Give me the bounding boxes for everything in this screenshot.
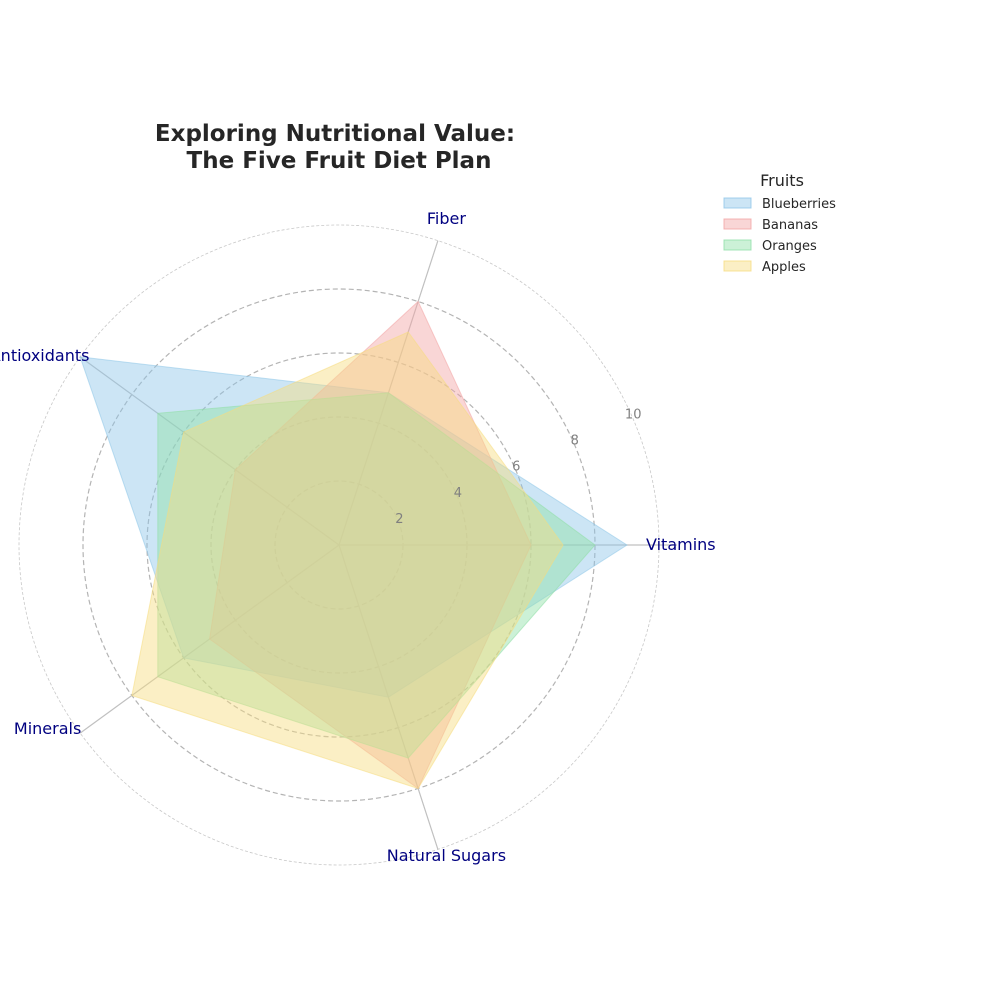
axis-label-natural-sugars: Natural Sugars (387, 846, 506, 865)
legend: Fruits Blueberries Bananas Oranges Apples (723, 171, 836, 275)
r-tick-label-6: 6 (512, 460, 520, 475)
axis-label-fiber: Fiber (427, 209, 466, 228)
radar-labels: 2 4 6 8 10 Vitamins Fiber Antioxidants Minerals N… (0, 209, 716, 865)
chart-title-line-1: Exploring Nutritional Value: (155, 121, 515, 147)
axis-label-antioxidants: Antioxidants (0, 346, 89, 365)
axis-label-minerals: Minerals (14, 719, 81, 738)
legend-label-blueberries: Blueberries (762, 197, 836, 212)
series-area-oranges (157, 392, 596, 759)
r-tick-label-4: 4 (454, 486, 462, 501)
series-area-bananas (209, 300, 532, 790)
series-area-apples (131, 331, 564, 790)
legend-swatch-bananas (723, 218, 752, 230)
legend-label-bananas: Bananas (762, 218, 818, 233)
legend-swatch-oranges (723, 239, 752, 251)
legend-title: Fruits (760, 171, 804, 190)
series-area-blueberries (79, 356, 628, 698)
r-tick-label-8: 8 (571, 434, 579, 449)
legend-label-apples: Apples (762, 260, 806, 275)
legend-swatch-apples (723, 260, 752, 272)
r-tick-label-2: 2 (395, 512, 403, 527)
legend-swatch-blueberries (723, 197, 752, 209)
spoke-antioxidants (79, 356, 340, 546)
legend-label-oranges: Oranges (762, 239, 817, 254)
axis-label-vitamins: Vitamins (646, 535, 716, 554)
r-tick-label-10: 10 (625, 408, 642, 423)
chart-title-line-2: The Five Fruit Diet Plan (187, 148, 492, 174)
radar-series (79, 300, 628, 790)
